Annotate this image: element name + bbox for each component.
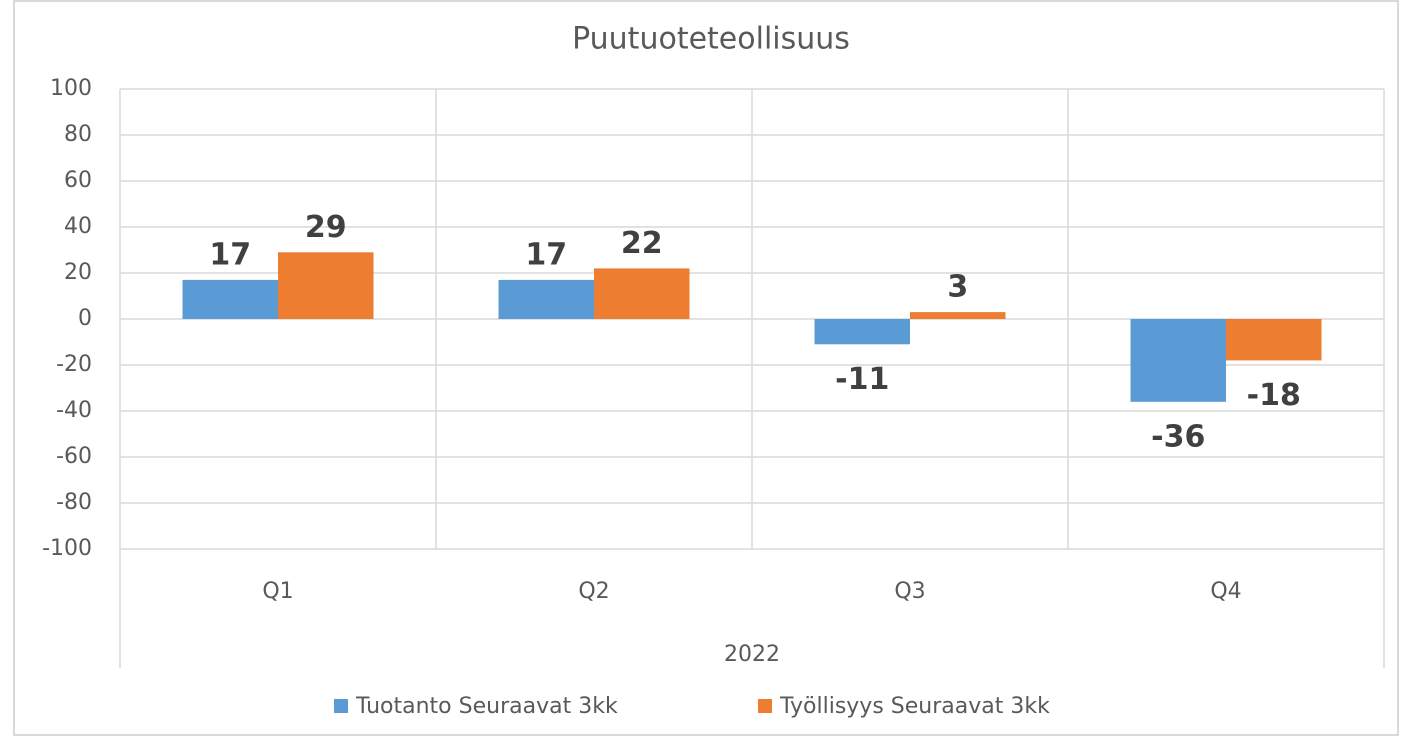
y-tick-label: 80 — [64, 122, 92, 147]
legend-swatch — [334, 699, 348, 713]
y-tick-label: -20 — [56, 352, 92, 377]
y-tick-label: -40 — [56, 398, 92, 423]
data-label: 17 — [209, 237, 251, 272]
chart-title: Puutuoteteollisuus — [572, 22, 850, 57]
legend-label: Tuotanto Seuraavat 3kk — [355, 694, 618, 719]
y-tick-label: -60 — [56, 444, 92, 469]
bar — [594, 268, 690, 319]
bar — [278, 252, 374, 319]
y-tick-label: 0 — [78, 306, 92, 331]
legend-label: Työllisyys Seuraavat 3kk — [779, 694, 1050, 719]
data-label: -18 — [1247, 378, 1301, 413]
bar — [182, 279, 278, 319]
legend-swatch — [758, 699, 772, 713]
y-tick-label: 60 — [64, 168, 92, 193]
data-label: -11 — [835, 362, 889, 397]
category-group-label: 2022 — [724, 642, 780, 667]
x-tick-label: Q4 — [1210, 579, 1241, 604]
y-tick-label: -100 — [42, 536, 92, 561]
bar — [1130, 319, 1226, 402]
y-tick-label: 40 — [64, 214, 92, 239]
bar — [1226, 319, 1322, 361]
x-tick-label: Q1 — [262, 579, 293, 604]
data-label: 3 — [947, 270, 968, 305]
y-tick-label: 100 — [50, 76, 92, 101]
bar — [814, 319, 910, 345]
y-tick-label: -80 — [56, 490, 92, 515]
x-tick-label: Q2 — [578, 579, 609, 604]
bar — [498, 279, 594, 319]
data-label: 29 — [305, 210, 347, 245]
data-label: -36 — [1151, 419, 1205, 454]
y-tick-label: 20 — [64, 260, 92, 285]
data-label: 17 — [525, 237, 567, 272]
data-label: 22 — [621, 226, 663, 261]
bar — [910, 312, 1006, 319]
x-tick-label: Q3 — [894, 579, 925, 604]
